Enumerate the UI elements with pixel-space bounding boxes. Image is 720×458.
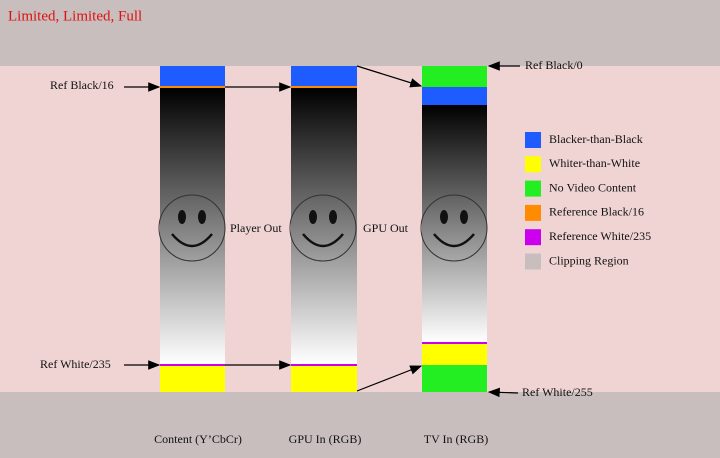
column-label: GPU In (RGB) bbox=[289, 432, 362, 446]
label: Ref White/235 bbox=[40, 357, 111, 371]
legend-swatch bbox=[525, 229, 541, 246]
legend: Blacker-than-Black Whiter-than-White No Vi… bbox=[525, 132, 651, 270]
legend-swatch bbox=[525, 204, 541, 221]
label: GPU Out bbox=[363, 221, 409, 235]
legend-swatch bbox=[525, 180, 541, 197]
column-3 bbox=[419, 66, 489, 392]
column-label: Content (Y’CbCr) bbox=[154, 432, 242, 446]
legend-swatch bbox=[525, 132, 541, 148]
label: Player Out bbox=[230, 221, 282, 235]
column-label: TV In (RGB) bbox=[424, 432, 488, 446]
legend-label: Clipping Region bbox=[549, 253, 629, 267]
legend-label: Whiter-than-White bbox=[549, 156, 640, 170]
column-1 bbox=[157, 66, 227, 392]
legend-label: Reference White/235 bbox=[549, 229, 651, 243]
column-2 bbox=[288, 66, 358, 392]
label: Ref Black/16 bbox=[50, 78, 114, 92]
legend-swatch bbox=[525, 253, 541, 270]
legend-label: Reference Black/16 bbox=[549, 205, 644, 219]
video-bg bbox=[0, 66, 720, 392]
title: Limited, Limited, Full bbox=[8, 8, 142, 24]
label: Ref White/255 bbox=[522, 385, 593, 399]
arrows bbox=[124, 61, 520, 398]
label: Ref Black/0 bbox=[525, 58, 583, 72]
legend-swatch bbox=[525, 156, 541, 173]
legend-label: Blacker-than-Black bbox=[549, 132, 643, 146]
legend-label: No Video Content bbox=[549, 180, 637, 194]
